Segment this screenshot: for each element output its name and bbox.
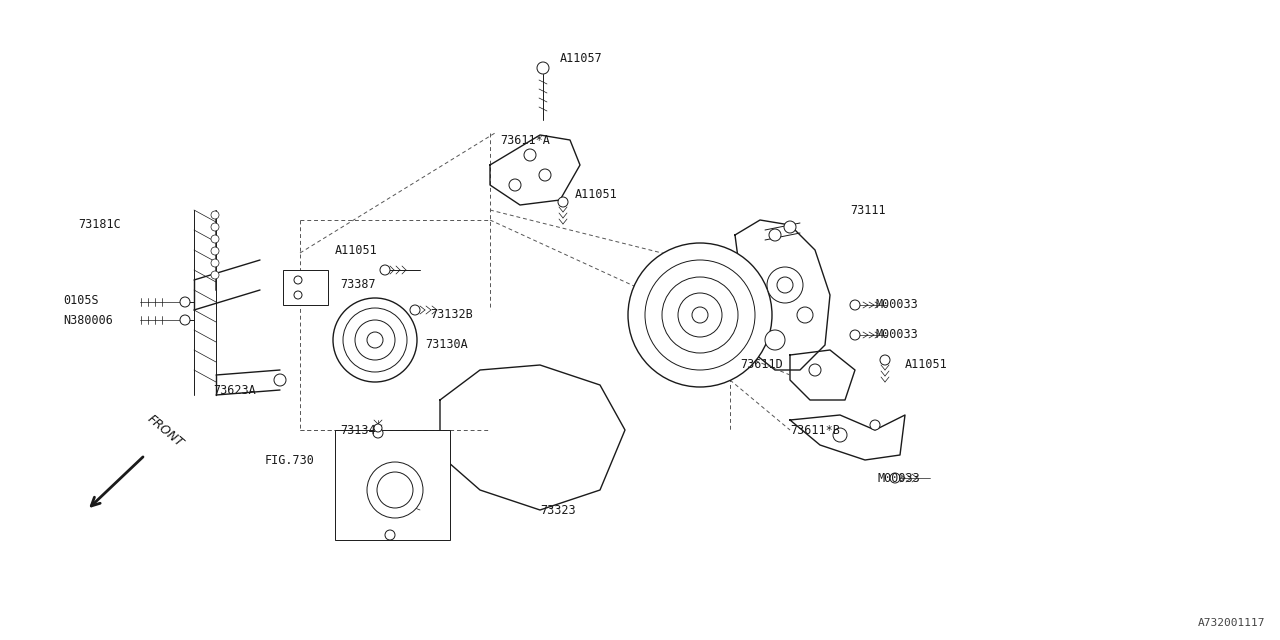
Text: 73611*B: 73611*B (790, 424, 840, 436)
Circle shape (355, 320, 396, 360)
Circle shape (783, 221, 796, 233)
Circle shape (211, 235, 219, 243)
Circle shape (378, 472, 413, 508)
Circle shape (767, 267, 803, 303)
Circle shape (333, 298, 417, 382)
Text: A11051: A11051 (905, 358, 947, 371)
Text: 73387: 73387 (340, 278, 375, 291)
Circle shape (380, 265, 390, 275)
Circle shape (367, 332, 383, 348)
Text: 73611D: 73611D (740, 358, 783, 371)
Text: M00033: M00033 (878, 472, 920, 484)
Circle shape (374, 424, 381, 432)
Circle shape (850, 300, 860, 310)
Circle shape (274, 374, 285, 386)
Circle shape (881, 355, 890, 365)
Text: M00033: M00033 (876, 298, 918, 312)
Bar (283, 270, 328, 305)
Circle shape (777, 277, 794, 293)
Text: 73623A: 73623A (212, 383, 256, 397)
Circle shape (890, 473, 900, 483)
Circle shape (558, 197, 568, 207)
Circle shape (294, 291, 302, 299)
Text: 73611*A: 73611*A (500, 134, 550, 147)
Circle shape (809, 364, 820, 376)
Circle shape (211, 247, 219, 255)
Text: 73181C: 73181C (78, 218, 120, 232)
Circle shape (765, 330, 785, 350)
Circle shape (211, 211, 219, 219)
Text: 73134: 73134 (340, 424, 375, 436)
Circle shape (385, 530, 396, 540)
Circle shape (678, 293, 722, 337)
Circle shape (692, 307, 708, 323)
Bar (335, 430, 451, 540)
Circle shape (797, 307, 813, 323)
Circle shape (524, 149, 536, 161)
Circle shape (870, 420, 881, 430)
Text: N380006: N380006 (63, 314, 113, 326)
Circle shape (662, 277, 739, 353)
Circle shape (410, 305, 420, 315)
Circle shape (645, 260, 755, 370)
Circle shape (628, 243, 772, 387)
Text: 73111: 73111 (850, 204, 886, 216)
Text: 73130A: 73130A (425, 339, 467, 351)
Circle shape (180, 315, 189, 325)
Text: 0105S: 0105S (63, 294, 99, 307)
Circle shape (367, 462, 422, 518)
Text: A732001117: A732001117 (1198, 618, 1265, 628)
Circle shape (294, 276, 302, 284)
Circle shape (343, 308, 407, 372)
Circle shape (180, 297, 189, 307)
Text: A11051: A11051 (575, 189, 618, 202)
Circle shape (850, 330, 860, 340)
Text: FIG.730: FIG.730 (265, 454, 315, 467)
Text: A11057: A11057 (561, 51, 603, 65)
Text: FRONT: FRONT (145, 413, 186, 450)
Circle shape (211, 223, 219, 231)
Text: A11051: A11051 (335, 243, 378, 257)
Circle shape (538, 62, 549, 74)
Circle shape (769, 229, 781, 241)
Text: M00033: M00033 (876, 328, 918, 342)
Circle shape (539, 169, 550, 181)
Circle shape (211, 271, 219, 279)
Circle shape (509, 179, 521, 191)
Circle shape (211, 259, 219, 267)
Circle shape (833, 428, 847, 442)
Text: 73323: 73323 (540, 504, 576, 516)
Text: 73132B: 73132B (430, 308, 472, 321)
Circle shape (372, 428, 383, 438)
